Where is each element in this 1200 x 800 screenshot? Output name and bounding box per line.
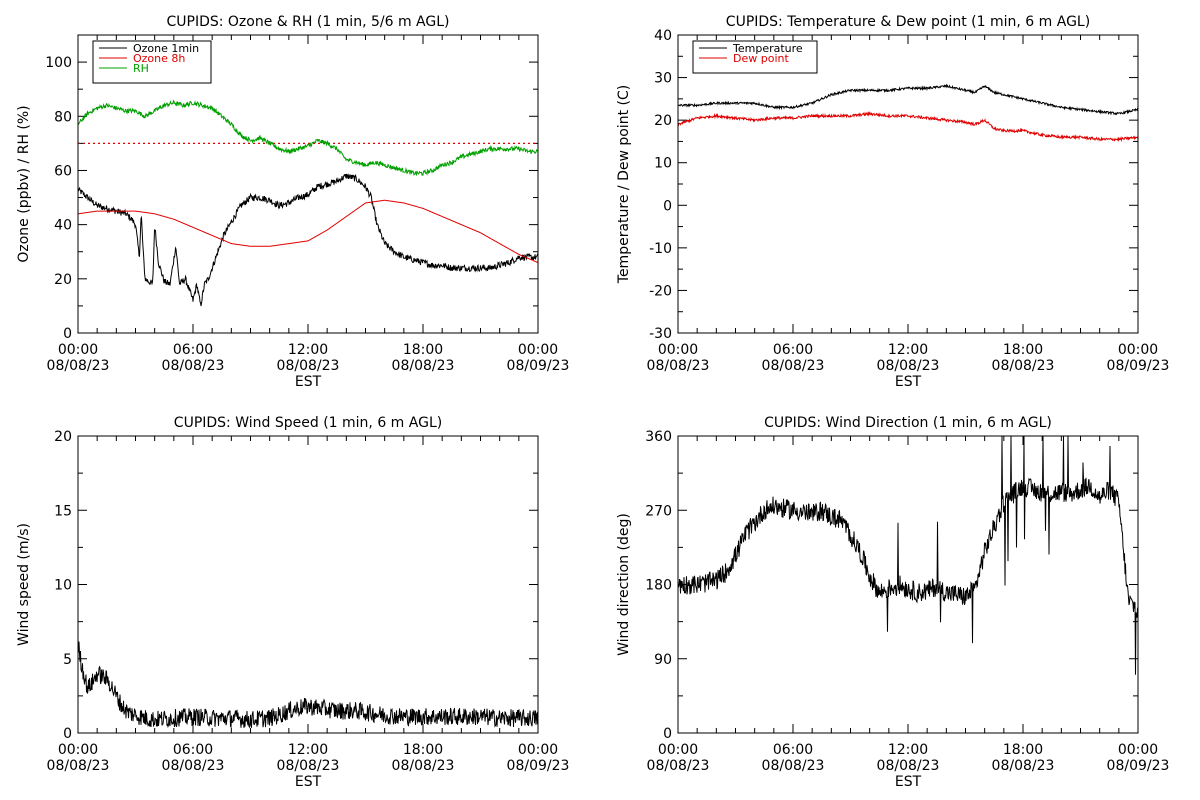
- series-line-ozone-8h: [78, 199, 538, 264]
- x-tick-date: 08/08/23: [647, 358, 710, 374]
- x-tick-time: 18:00: [403, 342, 443, 358]
- x-tick-date: 08/08/23: [162, 758, 225, 774]
- series-line-dew-point: [678, 110, 1138, 143]
- panel-wind_dir: CUPIDS: Wind Direction (1 min, 6 m AGL) W…: [616, 415, 1169, 790]
- legend-label: Temperature: [732, 42, 803, 55]
- y-tick-label: 20: [654, 113, 672, 129]
- plot-frame: [77, 435, 539, 734]
- y-tick-label: 270: [645, 503, 672, 519]
- x-tick-date: 08/08/23: [47, 358, 110, 374]
- x-axis-label: EST: [895, 374, 922, 390]
- x-tick-date: 08/08/23: [392, 758, 455, 774]
- x-tick-date: 08/09/23: [507, 358, 570, 374]
- y-tick-label: 10: [654, 156, 672, 172]
- x-tick-time: 00:00: [658, 742, 698, 758]
- x-tick-time: 12:00: [888, 342, 928, 358]
- series-line-rh: [78, 99, 538, 177]
- panel-temp_dew: CUPIDS: Temperature & Dew point (1 min, …: [616, 14, 1169, 390]
- y-tick-label: 10: [54, 578, 72, 594]
- x-tick-time: 12:00: [288, 342, 328, 358]
- x-tick-time: 00:00: [58, 342, 98, 358]
- legend-box: [692, 40, 818, 74]
- x-tick-date: 08/08/23: [992, 358, 1055, 374]
- y-tick-label: 40: [54, 218, 72, 234]
- y-tick-label: -20: [649, 283, 672, 299]
- y-tick-label: 0: [663, 198, 672, 214]
- y-tick-label: 20: [54, 272, 72, 288]
- x-tick-time: 00:00: [658, 342, 698, 358]
- x-tick-time: 06:00: [173, 342, 213, 358]
- x-tick-time: 06:00: [773, 342, 813, 358]
- x-tick-time: 00:00: [58, 742, 98, 758]
- y-tick-label: 180: [645, 578, 672, 594]
- y-tick-label: 80: [54, 109, 72, 125]
- x-tick-time: 00:00: [518, 342, 558, 358]
- series-line-wind_speed: [78, 639, 538, 729]
- x-tick-date: 08/08/23: [47, 758, 110, 774]
- y-tick-label: -10: [649, 241, 672, 257]
- y-tick-label: 40: [654, 28, 672, 44]
- series-line-temperature: [678, 83, 1138, 116]
- y-tick-label: 30: [654, 71, 672, 87]
- x-tick-time: 06:00: [173, 742, 213, 758]
- x-tick-time: 12:00: [288, 742, 328, 758]
- plot-frame: [677, 34, 1139, 334]
- x-tick-date: 08/08/23: [277, 758, 340, 774]
- x-tick-date: 08/08/23: [762, 358, 825, 374]
- y-tick-label: -30: [649, 326, 672, 342]
- x-tick-date: 08/08/23: [992, 758, 1055, 774]
- y-tick-label: 60: [54, 163, 72, 179]
- y-tick-label: 90: [654, 652, 672, 668]
- y-axis-label: Temperature / Dew point (C): [616, 85, 632, 284]
- x-tick-date: 08/08/23: [647, 758, 710, 774]
- x-tick-time: 00:00: [1118, 342, 1158, 358]
- x-tick-time: 12:00: [888, 742, 928, 758]
- x-axis-label: EST: [295, 374, 322, 390]
- y-axis-label: Ozone (ppbv) / RH (%): [16, 105, 32, 262]
- chart-title: CUPIDS: Wind Speed (1 min, 6 m AGL): [174, 415, 442, 431]
- x-tick-date: 08/09/23: [1107, 358, 1170, 374]
- plot-frame: [77, 34, 539, 334]
- legend-label: Ozone 1min: [133, 42, 199, 55]
- panel-wind_speed: CUPIDS: Wind Speed (1 min, 6 m AGL) Wind …: [16, 415, 569, 790]
- x-axis-label: EST: [895, 774, 922, 790]
- chart-title: CUPIDS: Wind Direction (1 min, 6 m AGL): [764, 415, 1052, 431]
- x-tick-time: 00:00: [518, 742, 558, 758]
- x-tick-time: 06:00: [773, 742, 813, 758]
- y-axis-label: Wind direction (deg): [616, 513, 632, 656]
- x-tick-time: 18:00: [403, 742, 443, 758]
- x-axis-label: EST: [295, 774, 322, 790]
- panel-ozone_rh: CUPIDS: Ozone & RH (1 min, 5/6 m AGL) Ozo…: [16, 14, 569, 390]
- x-tick-date: 08/08/23: [162, 358, 225, 374]
- y-tick-label: 20: [54, 429, 72, 445]
- y-tick-label: 360: [645, 429, 672, 445]
- x-tick-date: 08/08/23: [762, 758, 825, 774]
- plot-frame: [677, 435, 1139, 734]
- x-tick-date: 08/08/23: [277, 358, 340, 374]
- x-tick-date: 08/09/23: [1107, 758, 1170, 774]
- x-tick-time: 18:00: [1003, 742, 1043, 758]
- y-tick-label: 5: [63, 652, 72, 668]
- series-line-ozone-1min: [78, 173, 538, 307]
- y-tick-label: 15: [54, 503, 72, 519]
- x-tick-date: 08/08/23: [877, 358, 940, 374]
- y-tick-label: 100: [45, 55, 72, 71]
- legend-label: Ozone 8h: [133, 52, 185, 65]
- chart-title: CUPIDS: Temperature & Dew point (1 min, …: [726, 14, 1090, 30]
- x-tick-time: 18:00: [1003, 342, 1043, 358]
- x-tick-date: 08/08/23: [392, 358, 455, 374]
- y-tick-label: 0: [663, 726, 672, 742]
- legend-label: RH: [133, 62, 149, 75]
- x-tick-date: 08/08/23: [877, 758, 940, 774]
- chart-title: CUPIDS: Ozone & RH (1 min, 5/6 m AGL): [166, 14, 449, 30]
- y-axis-label: Wind speed (m/s): [16, 523, 32, 646]
- y-tick-label: 0: [63, 326, 72, 342]
- x-tick-time: 00:00: [1118, 742, 1158, 758]
- x-tick-date: 08/09/23: [507, 758, 570, 774]
- y-tick-label: 0: [63, 726, 72, 742]
- series-line-wind_dir: [678, 436, 1138, 675]
- legend-label: Dew point: [733, 52, 789, 65]
